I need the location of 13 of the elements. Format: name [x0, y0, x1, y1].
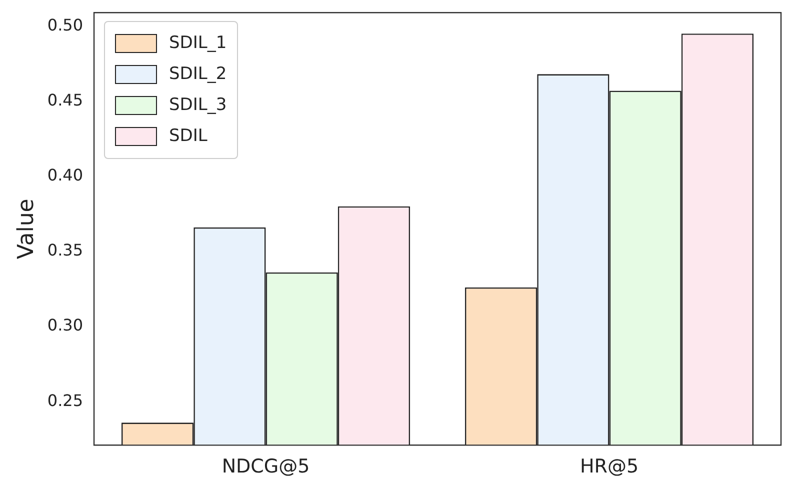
y-tick-label: 0.45	[47, 90, 84, 110]
y-tick-label: 0.40	[47, 165, 84, 184]
y-tick-label: 0.50	[47, 15, 84, 34]
y-tick-label: 0.25	[47, 390, 84, 410]
x-tick-label: NDCG@5	[222, 456, 310, 478]
legend-label: SDIL_1	[169, 33, 227, 54]
x-tick-label: HR@5	[580, 456, 639, 478]
y-tick-label: 0.35	[47, 240, 84, 260]
y-axis-title: Value	[14, 198, 39, 260]
y-tick-label: 0.30	[47, 316, 84, 335]
legend-label: SDIL_2	[169, 64, 227, 84]
legend-label: SDIL	[169, 126, 208, 146]
legend-label: SDIL_3	[169, 95, 227, 116]
